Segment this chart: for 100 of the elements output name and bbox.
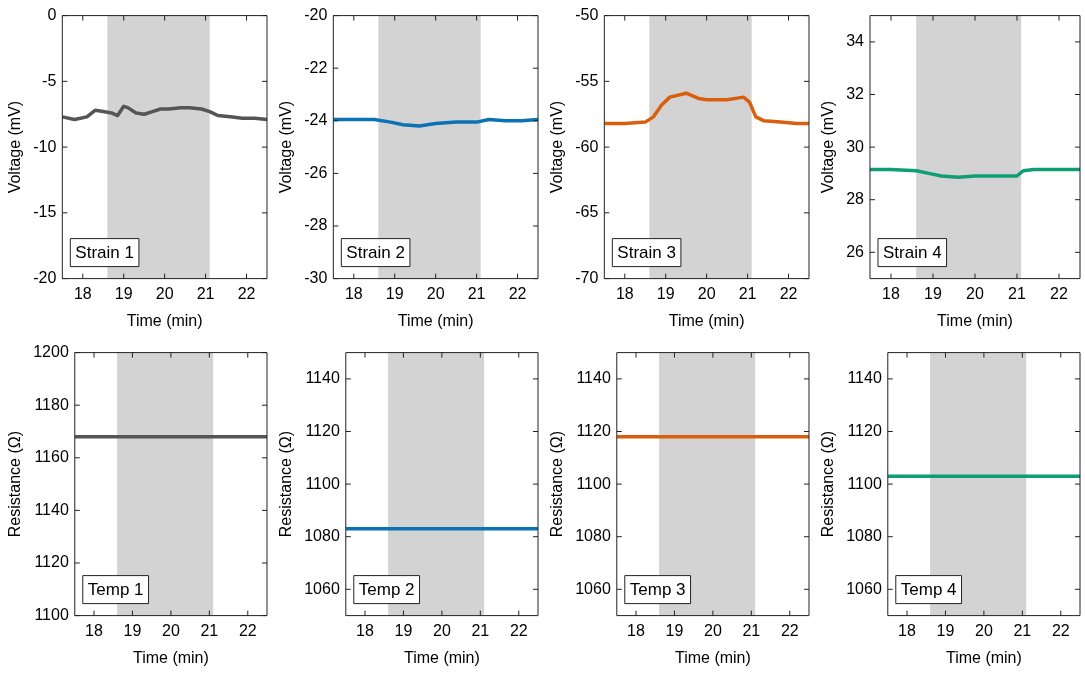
y-tick-label: 1080 — [304, 527, 340, 545]
y-axis-title: Voltage (mV) — [6, 100, 24, 194]
x-tick-label: 19 — [123, 621, 142, 639]
x-axis-title: Time (min) — [937, 311, 1013, 329]
x-axis-title: Time (min) — [126, 311, 203, 329]
y-tick-label: -20 — [304, 6, 328, 24]
x-tick-label: 21 — [1008, 284, 1026, 302]
x-tick-label: 20 — [426, 284, 445, 302]
x-tick-label: 18 — [898, 621, 917, 639]
y-tick-label: -50 — [575, 6, 599, 24]
y-tick-label: -5 — [42, 71, 57, 89]
x-axis-title: Time (min) — [668, 311, 745, 329]
x-axis-title: Time (min) — [397, 311, 474, 329]
x-tick-label: 21 — [738, 284, 757, 302]
x-tick-label: 19 — [114, 284, 133, 302]
x-tick-label: 22 — [509, 621, 528, 639]
x-tick-label: 18 — [344, 284, 363, 302]
y-tick-label: -22 — [304, 58, 328, 76]
x-tick-label: 18 — [627, 621, 646, 639]
x-tick-label: 19 — [924, 284, 942, 302]
y-tick-label: 28 — [846, 190, 865, 208]
annotation: Strain 4 — [883, 243, 942, 263]
annotation: Strain 1 — [75, 243, 134, 263]
y-tick-label: -70 — [575, 269, 599, 287]
x-tick-label: 18 — [73, 284, 92, 302]
y-tick-label: -28 — [304, 216, 328, 234]
y-axis-title: Resistance (Ω) — [548, 430, 566, 538]
y-tick-label: 1200 — [33, 343, 69, 361]
annotation: Temp 2 — [358, 580, 415, 600]
y-tick-label: 1100 — [34, 606, 69, 624]
x-tick-label: 22 — [508, 284, 527, 302]
y-tick-label: 1080 — [846, 527, 882, 545]
y-tick-label: 1140 — [34, 500, 69, 518]
x-tick-label: 22 — [238, 621, 257, 639]
y-axis-title: Resistance (Ω) — [6, 430, 24, 538]
y-axis-title: Voltage (mV) — [277, 100, 295, 194]
y-tick-label: -55 — [575, 71, 599, 89]
x-tick-label: 19 — [936, 621, 955, 639]
x-tick-label: 19 — [665, 621, 684, 639]
x-tick-label: 20 — [975, 621, 993, 639]
annotation: Temp 3 — [629, 580, 686, 600]
x-tick-label: 22 — [1050, 284, 1068, 302]
x-tick-label: 19 — [656, 284, 675, 302]
y-tick-label: 26 — [846, 242, 865, 260]
y-tick-label: 1180 — [34, 395, 69, 413]
y-tick-label: -24 — [304, 111, 328, 129]
x-tick-label: 22 — [237, 284, 256, 302]
y-tick-label: 0 — [47, 6, 57, 24]
y-tick-label: 1060 — [575, 579, 611, 597]
x-tick-label: 20 — [433, 621, 451, 639]
y-axis-title: Resistance (Ω) — [277, 430, 295, 538]
x-tick-label: 20 — [162, 621, 180, 639]
y-tick-label: -60 — [575, 137, 599, 155]
y-tick-label: 1160 — [34, 448, 69, 466]
x-tick-label: 22 — [1051, 621, 1070, 639]
y-tick-label: 1120 — [847, 421, 882, 439]
x-tick-label: 21 — [467, 284, 486, 302]
y-tick-label: -15 — [33, 203, 57, 221]
y-tick-label: 30 — [846, 137, 865, 155]
y-tick-label: 1060 — [846, 579, 882, 597]
x-tick-label: 19 — [385, 284, 404, 302]
x-tick-label: 20 — [966, 284, 984, 302]
annotation: Temp 1 — [87, 580, 144, 600]
y-tick-label: 1140 — [305, 369, 340, 387]
y-tick-label: 1100 — [576, 474, 611, 492]
x-tick-label: 21 — [742, 621, 761, 639]
y-axis-title: Resistance (Ω) — [819, 430, 837, 538]
x-tick-label: 21 — [196, 284, 215, 302]
annotation: Temp 4 — [900, 580, 957, 600]
y-tick-label: 32 — [846, 84, 865, 102]
x-axis-title: Time (min) — [403, 648, 480, 666]
y-tick-label: 1100 — [847, 474, 882, 492]
y-tick-label: -20 — [33, 269, 57, 287]
x-tick-label: 20 — [155, 284, 174, 302]
x-tick-label: 19 — [394, 621, 413, 639]
y-tick-label: 1140 — [847, 369, 882, 387]
y-tick-label: -65 — [575, 203, 599, 221]
x-tick-label: 18 — [615, 284, 634, 302]
x-tick-label: 18 — [356, 621, 375, 639]
x-tick-label: 20 — [704, 621, 722, 639]
annotation: Strain 2 — [346, 243, 405, 263]
y-tick-label: 1120 — [34, 553, 69, 571]
x-axis-title: Time (min) — [674, 648, 751, 666]
x-tick-label: 21 — [471, 621, 490, 639]
y-tick-label: 1140 — [576, 369, 611, 387]
x-tick-label: 18 — [882, 284, 900, 302]
y-tick-label: 1060 — [304, 579, 340, 597]
x-tick-label: 22 — [780, 621, 799, 639]
y-axis-title: Voltage (mV) — [819, 100, 837, 194]
x-tick-label: 21 — [200, 621, 219, 639]
y-tick-label: -10 — [33, 137, 57, 155]
x-axis-title: Time (min) — [945, 648, 1022, 666]
x-tick-label: 18 — [85, 621, 104, 639]
y-tick-label: 1100 — [305, 474, 340, 492]
y-tick-label: -30 — [304, 269, 328, 287]
x-tick-label: 21 — [1013, 621, 1032, 639]
x-tick-label: 22 — [779, 284, 798, 302]
annotation: Strain 3 — [617, 243, 676, 263]
y-tick-label: 1080 — [575, 527, 611, 545]
x-tick-label: 20 — [697, 284, 716, 302]
